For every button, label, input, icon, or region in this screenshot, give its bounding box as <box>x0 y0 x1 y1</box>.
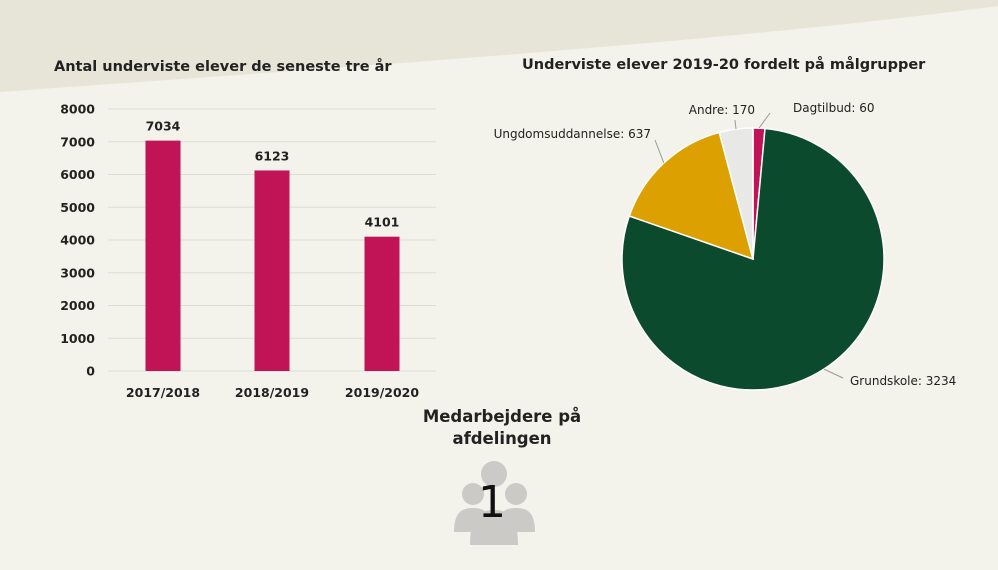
bar <box>364 236 400 371</box>
bar-y-tick-label: 3000 <box>60 265 95 280</box>
pie-chart-leader-lines <box>654 112 844 379</box>
bar-y-tick-label: 4000 <box>60 233 95 248</box>
bar-x-tick-label: 2018/2019 <box>235 385 309 400</box>
bar-y-tick-label: 0 <box>86 364 95 379</box>
bar-y-tick-label: 5000 <box>60 200 95 215</box>
pie-slice-label: Grundskole: 3234 <box>850 374 956 388</box>
bar-chart-x-axis: 2017/2018 2018/2019 2019/2020 <box>126 385 419 400</box>
pie-chart-slices <box>621 127 885 391</box>
bar-chart-bars <box>145 140 400 371</box>
bar-y-tick-label: 8000 <box>60 102 95 117</box>
pie-slice <box>628 131 755 261</box>
staff-count: 1 <box>478 477 506 528</box>
pie-slice-label: Dagtilbud: 60 <box>793 101 875 115</box>
pie-slice-label: Ungdomsuddannelse: 637 <box>494 127 651 141</box>
bar <box>145 140 181 371</box>
bar-y-tick-label: 1000 <box>60 331 95 346</box>
pie-chart-title: Underviste elever 2019-20 fordelt på mål… <box>522 57 926 73</box>
staff-title: Medarbejdere på afdelingen <box>422 407 582 448</box>
bar-value-label: 6123 <box>255 148 290 163</box>
pie-chart-labels: Dagtilbud: 60 Grundskole: 3234 Ungdomsudda… <box>494 101 957 388</box>
bar-y-tick-label: 7000 <box>60 134 95 149</box>
bar-chart-title: Antal underviste elever de seneste tre å… <box>54 59 392 75</box>
bar-value-label: 7034 <box>146 119 181 134</box>
pie-leader-line <box>734 119 737 130</box>
pie-leader-line <box>823 368 844 379</box>
bar-x-tick-label: 2019/2020 <box>345 385 419 400</box>
bar-chart-value-labels: 7034 6123 4101 <box>146 119 400 230</box>
pie-leader-line <box>654 139 665 164</box>
bar-chart-y-axis: 0 1000 2000 3000 4000 5000 6000 7000 8000 <box>60 102 95 379</box>
bar-y-tick-label: 2000 <box>60 298 95 313</box>
bar <box>254 170 290 371</box>
pie-leader-line <box>758 112 771 129</box>
bar-y-tick-label: 6000 <box>60 167 95 182</box>
bar-value-label: 4101 <box>365 215 400 230</box>
background-wave-shape <box>0 0 998 92</box>
bar-x-tick-label: 2017/2018 <box>126 385 200 400</box>
pie-slice-label: Andre: 170 <box>689 103 755 117</box>
